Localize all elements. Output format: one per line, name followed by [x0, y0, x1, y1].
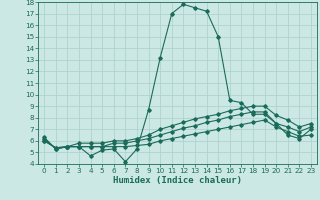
- X-axis label: Humidex (Indice chaleur): Humidex (Indice chaleur): [113, 176, 242, 185]
